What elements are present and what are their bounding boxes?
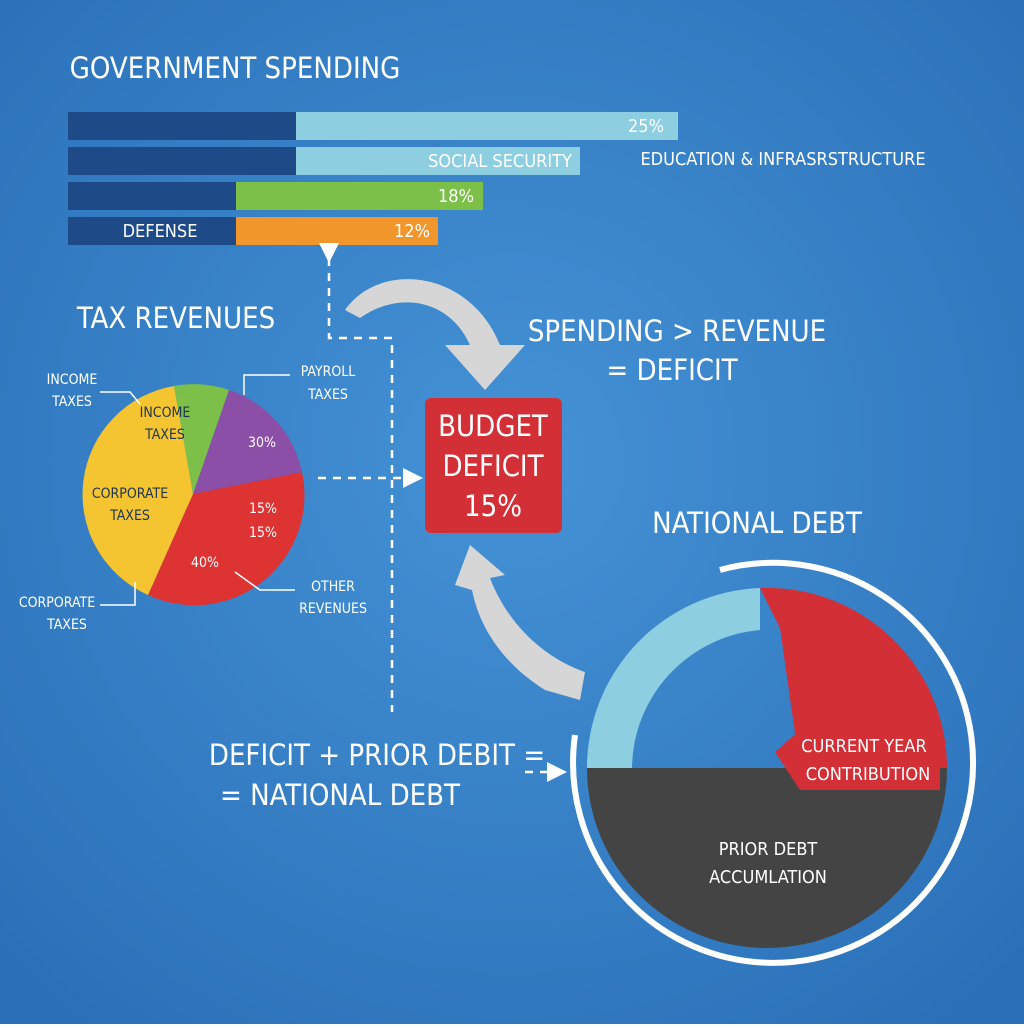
- current-year-arrow: [775, 730, 940, 790]
- callout: INCOME: [47, 372, 98, 388]
- bar-base: [68, 112, 296, 140]
- bar-label: 12%: [394, 221, 430, 242]
- debt-label: PRIOR DEBT: [719, 839, 818, 860]
- bar-label: 18%: [438, 186, 474, 207]
- slice-label: 15%: [249, 525, 277, 541]
- callout: PAYROLL: [301, 364, 356, 380]
- slice: [82, 386, 193, 595]
- deficit-text: DEFICIT: [442, 449, 544, 483]
- bar-base: [68, 147, 296, 175]
- section-title: TAX REVENUES: [76, 301, 275, 335]
- slice: [174, 384, 229, 494]
- bar: [236, 217, 438, 245]
- slice-label: 40%: [191, 555, 219, 571]
- equation: DEFICIT + PRIOR DEBIT =: [209, 738, 545, 772]
- slice: [148, 472, 305, 606]
- callout: CORPORATE: [19, 595, 95, 611]
- equation: = DEFICIT: [606, 353, 738, 387]
- slice-label: TAXES: [109, 508, 150, 524]
- spending-bars: [68, 112, 678, 245]
- debt-label: ACCUMLATION: [709, 867, 827, 888]
- connectors: [318, 243, 585, 782]
- callout-lines: [100, 374, 295, 606]
- callout: OTHER: [311, 579, 355, 595]
- ring-segment: [760, 587, 947, 768]
- bar-label: DEFENSE: [123, 221, 198, 242]
- bar: [296, 147, 580, 175]
- callout: TAXES: [46, 617, 87, 633]
- slice: [193, 390, 302, 494]
- pie: [82, 384, 305, 606]
- debt-chart: [570, 559, 977, 966]
- ring-segment: [587, 588, 760, 768]
- equation: = NATIONAL DEBT: [220, 778, 461, 812]
- callout: REVENUES: [299, 601, 367, 617]
- bar-label: 25%: [628, 116, 664, 137]
- deficit-text: 15%: [464, 489, 522, 523]
- bar: [236, 182, 483, 210]
- debt-label: CURRENT YEAR: [801, 736, 926, 757]
- equation: SPENDING > REVENUE: [528, 314, 826, 348]
- deficit-text: BUDGET: [438, 409, 549, 443]
- debt-label: CONTRIBUTION: [806, 764, 931, 785]
- title: GOVERNMENT SPENDING: [70, 51, 401, 85]
- bar-label: SOCIAL SECURITY: [428, 151, 572, 172]
- deficit-box: [425, 398, 562, 533]
- callout: TAXES: [307, 387, 348, 403]
- slice-label: TAXES: [144, 427, 185, 443]
- callout: TAXES: [51, 394, 92, 410]
- prior-debt: [587, 768, 947, 948]
- bar: [296, 112, 678, 140]
- slice-label: INCOME: [140, 405, 191, 421]
- slice-label: 15%: [249, 501, 277, 517]
- bar-base: [68, 217, 236, 245]
- outer-ring: [570, 559, 977, 966]
- slice-label: CORPORATE: [92, 486, 168, 502]
- slice-label: 30%: [248, 435, 276, 451]
- section-title: NATIONAL DEBT: [652, 506, 863, 540]
- side-label: EDUCATION & INFRASRSTRUCTURE: [640, 149, 925, 170]
- bar-base: [68, 182, 236, 210]
